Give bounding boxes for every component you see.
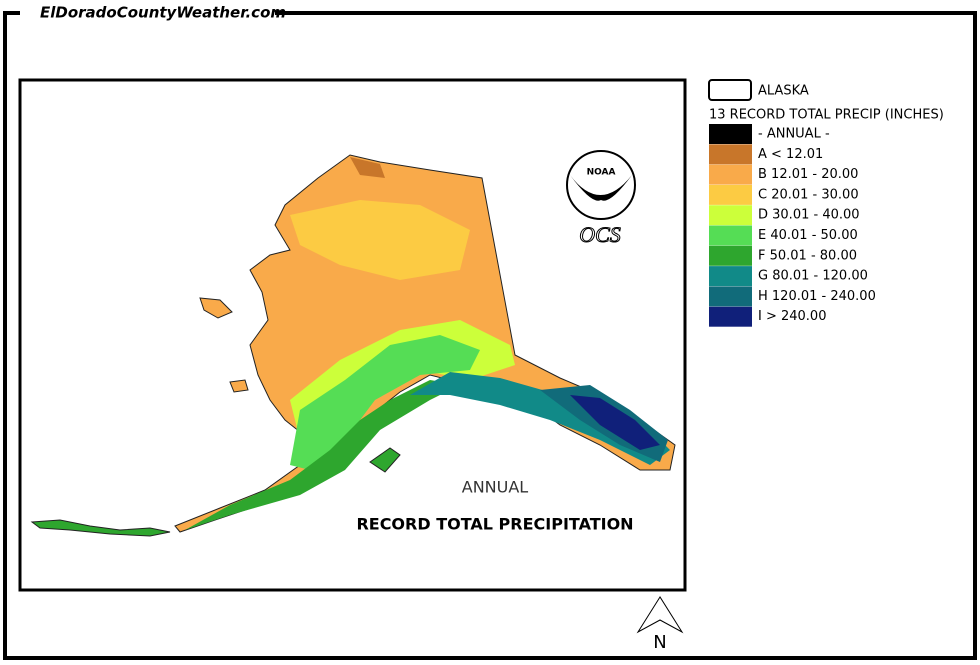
kodiak [369,447,401,473]
interior-c [290,200,470,280]
legend-label: E 40.01 - 50.00 [758,228,858,243]
legend-swatch [709,205,752,226]
legend-label: A < 12.01 [758,147,823,162]
noaa-logo: NOAA OCS [566,150,636,248]
logo-noaa: NOAA [587,168,616,178]
legend-swatch [709,144,752,165]
panhandle-i [570,395,660,450]
legend-label: D 30.01 - 40.00 [758,208,860,223]
boundary-label: ALASKA [758,84,809,99]
coast-g [410,372,670,465]
alaska-map [30,154,676,537]
north-label: N [653,632,666,653]
outer-frame [3,11,977,660]
legend-label: F 50.01 - 80.00 [758,248,857,263]
map-title: RECORD TOTAL PRECIPITATION [356,515,633,534]
boundary-swatch [708,79,752,101]
legend-label: C 20.01 - 30.00 [758,187,859,202]
north-arrow: N [636,596,684,653]
legend-swatch [709,286,752,307]
legend-label: B 12.01 - 20.00 [758,167,858,182]
coast-f [185,380,460,530]
logo-ocs: OCS [579,222,621,247]
legend-swatch [709,164,752,185]
title-backdrop [20,2,275,24]
legend-label: H 120.01 - 240.00 [758,289,876,304]
legend: ALASKA 13 RECORD TOTAL PRECIP (INCHES) -… [708,79,944,327]
arrow [636,596,684,634]
legend-swatch [709,124,752,144]
legend-swatch [709,245,752,266]
nunivak [229,379,249,393]
saint-lawrence [199,297,233,319]
legend-swatch [709,306,752,327]
legend-label: I > 240.00 [758,309,826,324]
logo-bird [570,175,632,201]
legend-swatch [709,225,752,246]
logo-circle [566,150,636,220]
site-title: ElDoradoCountyWeather.com [40,4,286,22]
coast-e [290,335,480,470]
legend-label: G 80.01 - 120.00 [758,269,868,284]
legend-swatch [709,184,752,205]
north-slope [350,157,385,178]
legend-title: 13 RECORD TOTAL PRECIP (INCHES) [709,108,944,123]
map-period: ANNUAL [462,478,529,497]
legend-swatch [709,266,752,287]
aleutians [30,519,171,537]
legend-label: - ANNUAL - [758,127,830,142]
